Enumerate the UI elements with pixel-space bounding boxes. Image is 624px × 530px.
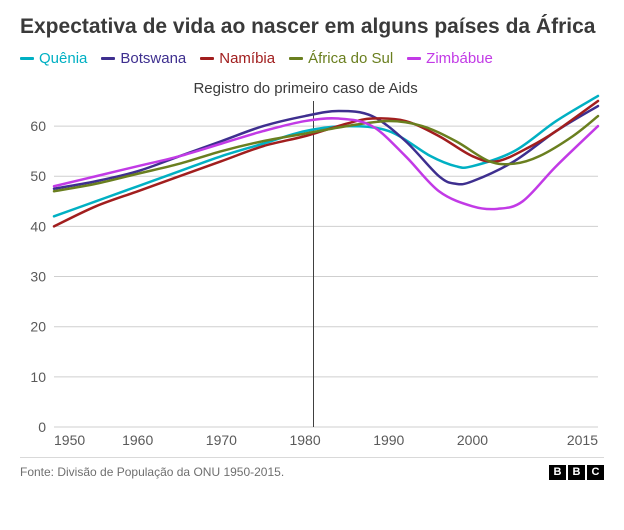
y-tick-label: 40	[30, 218, 46, 234]
legend-label: Botswana	[120, 50, 186, 67]
y-tick-label: 10	[30, 368, 46, 384]
legend-label: Quênia	[39, 50, 87, 67]
y-tick-label: 30	[30, 268, 46, 284]
x-tick-label: 2015	[567, 432, 598, 448]
x-tick-label: 2000	[457, 432, 488, 448]
legend-swatch-icon	[20, 57, 34, 60]
legend-item-1: Botswana	[101, 50, 186, 67]
legend-swatch-icon	[407, 57, 421, 60]
line-chart-svg: 0 10 20 30 40 50 60 1950 1960 1970 1980 1990 2000 201…	[20, 71, 604, 451]
y-tick-label: 60	[30, 118, 46, 134]
bbc-block: C	[587, 465, 604, 480]
legend-swatch-icon	[101, 57, 115, 60]
bbc-block: B	[568, 465, 585, 480]
legend-label: Namíbia	[219, 50, 275, 67]
chart-title: Expectativa de vida ao nascer em alguns …	[20, 14, 604, 40]
source-text: Fonte: Divisão de População da ONU 1950-…	[20, 465, 284, 479]
annotation-text: Registro do primeiro caso de Aids	[193, 80, 417, 97]
bbc-block: B	[549, 465, 566, 480]
legend-swatch-icon	[200, 57, 214, 60]
chart-footer: Fonte: Divisão de População da ONU 1950-…	[20, 457, 604, 480]
legend-item-4: Zimbábue	[407, 50, 493, 67]
x-tick-label: 1990	[373, 432, 404, 448]
legend-label: África do Sul	[308, 50, 393, 67]
legend-label: Zimbábue	[426, 50, 493, 67]
legend-swatch-icon	[289, 57, 303, 60]
y-tick-label: 0	[38, 419, 46, 435]
series-Quênia	[54, 96, 598, 216]
legend-item-0: Quênia	[20, 50, 87, 67]
bbc-logo: BBC	[549, 465, 604, 480]
legend: Quênia Botswana Namíbia África do Sul Zimbáb…	[20, 50, 604, 67]
x-tick-label: 1960	[122, 432, 153, 448]
x-tick-label: 1980	[289, 432, 320, 448]
chart-area: 0 10 20 30 40 50 60 1950 1960 1970 1980 1990 2000 201…	[20, 71, 604, 451]
legend-item-3: África do Sul	[289, 50, 393, 67]
y-tick-label: 20	[30, 318, 46, 334]
x-tick-label: 1950	[54, 432, 85, 448]
y-tick-label: 50	[30, 168, 46, 184]
x-tick-label: 1970	[206, 432, 237, 448]
legend-item-2: Namíbia	[200, 50, 275, 67]
